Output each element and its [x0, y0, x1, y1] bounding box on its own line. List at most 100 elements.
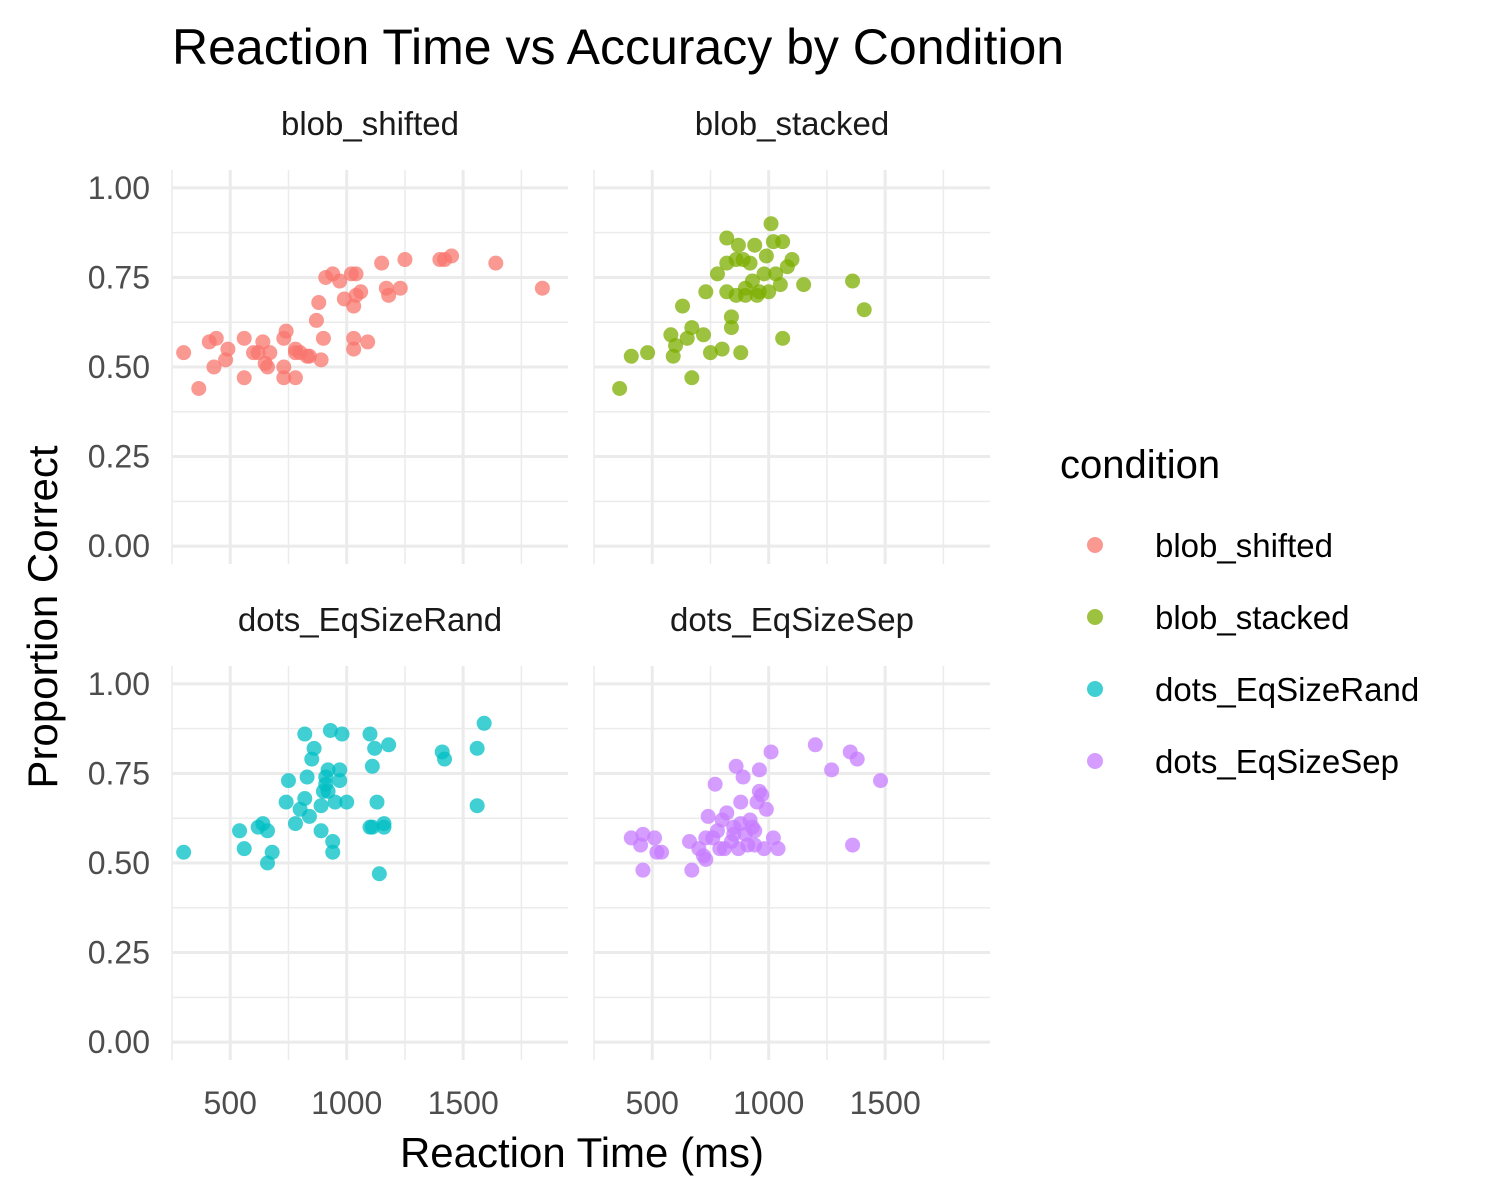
data-point [444, 248, 460, 264]
data-point [824, 762, 840, 778]
data-point [719, 805, 735, 821]
data-point [306, 740, 322, 756]
data-point [176, 844, 192, 860]
data-point [325, 844, 341, 860]
x-tick-label: 500 [626, 1085, 679, 1121]
data-point [612, 380, 628, 396]
x-tick-label: 1000 [311, 1085, 382, 1121]
data-point [346, 341, 362, 357]
legend-label: dots_EqSizeSep [1155, 743, 1399, 780]
y-tick-label: 0.75 [88, 259, 150, 295]
data-point [700, 808, 716, 824]
legend-key [1087, 537, 1103, 553]
data-point [327, 794, 343, 810]
data-point [761, 284, 777, 300]
y-tick-label: 0.25 [88, 935, 150, 971]
data-point [534, 280, 550, 296]
legend-label: blob_stacked [1155, 599, 1349, 636]
data-point [376, 819, 392, 835]
y-tick-label: 0.00 [88, 528, 150, 564]
x-tick-label: 1500 [850, 1085, 921, 1121]
data-point [369, 794, 385, 810]
series-points-blob_stacked [612, 216, 872, 396]
data-point [313, 823, 329, 839]
y-tick-label: 0.50 [88, 349, 150, 385]
data-point [796, 277, 812, 293]
legend-key [1087, 609, 1103, 625]
facet-strip-label: dots_EqSizeRand [238, 601, 502, 638]
data-point [647, 830, 663, 846]
x-tick-label: 1500 [428, 1085, 499, 1121]
data-point [381, 287, 397, 303]
data-point [623, 348, 639, 364]
data-point [469, 740, 485, 756]
y-tick-label: 0.50 [88, 845, 150, 881]
data-point [208, 330, 224, 346]
data-point [754, 787, 770, 803]
data-point [747, 237, 763, 253]
data-point [873, 773, 889, 789]
data-point [737, 287, 753, 303]
data-point [322, 722, 338, 738]
panel-grid [171, 666, 568, 1060]
data-point [763, 744, 779, 760]
y-tick-label: 0.25 [88, 439, 150, 475]
data-point [320, 783, 336, 799]
data-point [707, 776, 723, 792]
panel-dots_EqSizeSep: dots_EqSizeSep 500 1000 1500 [593, 601, 990, 1121]
y-tick-label: 0.00 [88, 1024, 150, 1060]
data-point [236, 841, 252, 857]
data-point [640, 345, 656, 361]
data-point [654, 844, 670, 860]
legend-label: dots_EqSizeRand [1155, 671, 1419, 708]
legend: condition blob_shifted blob_stacked dots_Eq… [1060, 443, 1419, 780]
data-point [635, 826, 651, 842]
data-point [297, 726, 313, 742]
data-point [287, 370, 303, 386]
data-point [236, 370, 252, 386]
legend-item-dots_EqSizeRand: dots_EqSizeRand [1087, 671, 1419, 708]
data-point [476, 715, 492, 731]
legend-item-blob_shifted: blob_shifted [1087, 527, 1333, 564]
data-point [698, 851, 714, 867]
data-point [364, 758, 380, 774]
y-tick-label: 0.75 [88, 755, 150, 791]
data-point [684, 862, 700, 878]
data-point [276, 370, 292, 386]
data-point [276, 359, 292, 375]
data-point [668, 338, 684, 354]
facet-strip-label: blob_stacked [695, 105, 889, 142]
data-point [392, 280, 408, 296]
data-point [635, 862, 651, 878]
data-point [775, 330, 791, 346]
panel-grid [593, 666, 990, 1060]
data-point [262, 345, 278, 361]
data-point [287, 816, 303, 832]
data-point [297, 791, 313, 807]
data-point [301, 808, 317, 824]
legend-item-dots_EqSizeSep: dots_EqSizeSep [1087, 743, 1399, 780]
data-point [176, 345, 192, 361]
data-point [719, 230, 735, 246]
data-point [684, 320, 700, 336]
data-point [255, 334, 271, 350]
data-point [845, 273, 861, 289]
data-point [726, 826, 742, 842]
data-point [381, 737, 397, 753]
data-point [232, 823, 248, 839]
panel-blob_shifted: blob_shifted 0.00 0.25 0.50 0.75 1.00 [88, 105, 568, 564]
data-point [730, 237, 746, 253]
data-point [325, 834, 341, 850]
data-point [367, 740, 383, 756]
data-point [714, 341, 730, 357]
legend-label: blob_shifted [1155, 527, 1333, 564]
legend-item-blob_stacked: blob_stacked [1087, 599, 1349, 636]
data-point [374, 255, 390, 271]
data-point [353, 284, 369, 300]
facet-strip-label: dots_EqSizeSep [670, 601, 914, 638]
data-point [756, 841, 772, 857]
panel-blob_stacked: blob_stacked [593, 105, 990, 564]
data-point [280, 773, 296, 789]
data-point [278, 323, 294, 339]
